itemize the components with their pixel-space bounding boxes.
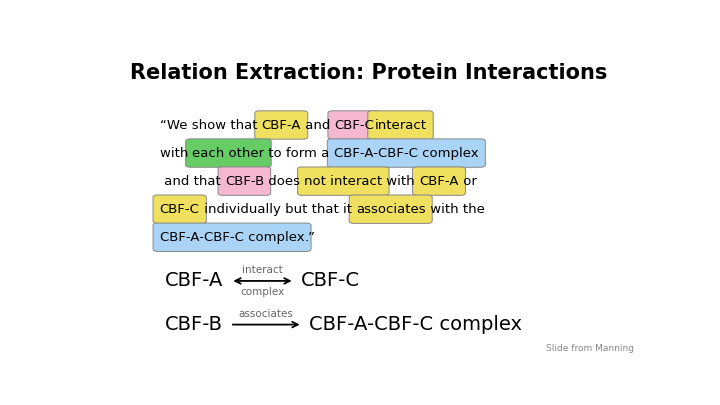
Text: and that: and that <box>160 175 225 188</box>
Text: CBF-A: CBF-A <box>419 175 459 188</box>
Text: CBF-B: CBF-B <box>225 175 264 188</box>
Text: associates: associates <box>239 309 294 319</box>
Text: Slide from Manning: Slide from Manning <box>546 344 634 353</box>
FancyBboxPatch shape <box>186 139 271 167</box>
FancyBboxPatch shape <box>218 167 271 195</box>
FancyBboxPatch shape <box>368 111 433 139</box>
FancyBboxPatch shape <box>349 195 432 224</box>
Text: each other: each other <box>192 147 264 160</box>
FancyBboxPatch shape <box>328 111 381 139</box>
Text: not interact: not interact <box>305 175 382 188</box>
Text: Relation Extraction: Protein Interactions: Relation Extraction: Protein Interaction… <box>130 63 608 83</box>
Text: complex: complex <box>240 287 284 296</box>
Text: CBF-A: CBF-A <box>261 119 301 132</box>
Text: associates: associates <box>356 203 426 216</box>
Text: with: with <box>382 175 419 188</box>
Text: and: and <box>301 119 335 132</box>
Text: to form a: to form a <box>264 147 334 160</box>
FancyBboxPatch shape <box>153 223 311 252</box>
FancyArrowPatch shape <box>233 322 298 327</box>
Text: “We show that: “We show that <box>160 119 261 132</box>
Text: CBF-A: CBF-A <box>166 271 224 290</box>
Text: with: with <box>160 147 192 160</box>
FancyBboxPatch shape <box>328 139 485 167</box>
Text: with the: with the <box>426 203 485 216</box>
Text: .”: .” <box>305 231 315 244</box>
Text: interact: interact <box>242 265 283 275</box>
Text: CBF-A-CBF-C complex: CBF-A-CBF-C complex <box>310 315 522 334</box>
Text: CBF-B: CBF-B <box>166 315 223 334</box>
FancyBboxPatch shape <box>255 111 307 139</box>
Text: does: does <box>264 175 305 188</box>
FancyBboxPatch shape <box>413 167 465 195</box>
Text: interact: interact <box>374 119 426 132</box>
Text: CBF-C: CBF-C <box>160 203 199 216</box>
FancyBboxPatch shape <box>153 195 207 224</box>
FancyArrowPatch shape <box>235 278 289 284</box>
Text: CBF-A-CBF-C complex: CBF-A-CBF-C complex <box>160 231 305 244</box>
Text: or: or <box>459 175 477 188</box>
Text: CBF-A-CBF-C complex: CBF-A-CBF-C complex <box>334 147 479 160</box>
FancyBboxPatch shape <box>297 167 389 195</box>
Text: individually but that it: individually but that it <box>199 203 356 216</box>
Text: CBF-C: CBF-C <box>335 119 374 132</box>
Text: CBF-C: CBF-C <box>301 271 360 290</box>
